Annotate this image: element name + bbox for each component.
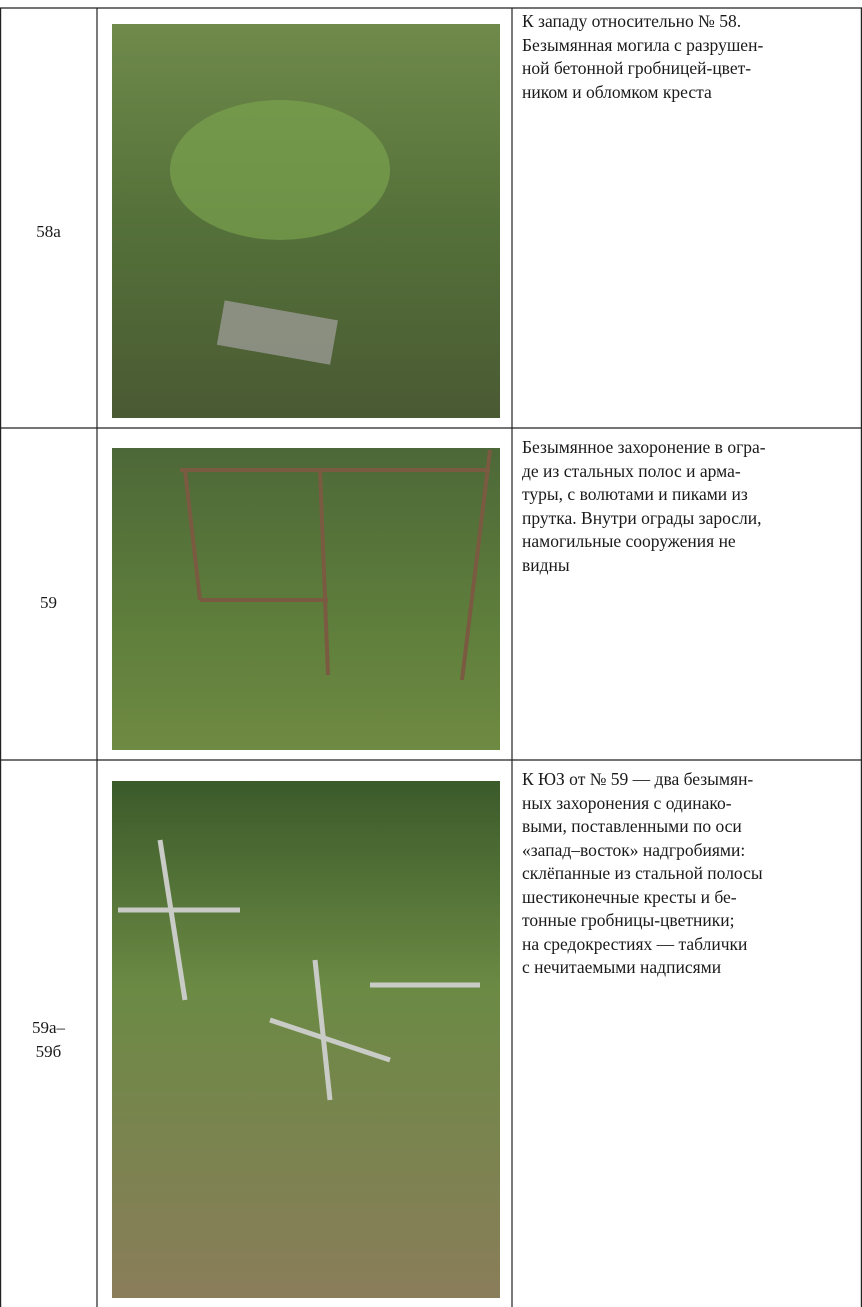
row-description: Безымянное захоронение в огра-де из стал… [522,436,858,577]
row-id-line: 59а– [31,1018,66,1037]
description-line: выми, поставленными по оси [522,816,742,836]
description-line: Безымянное захоронение в огра- [522,437,766,457]
description-line: К западу относительно № 58. [522,11,742,31]
photo [112,781,500,1298]
row-id-line: 59 [40,593,57,612]
photo [112,24,500,418]
row-id-line: 58а [36,222,61,241]
row-id: 59а– 59б [0,1016,97,1064]
description-line: де из стальных полос и арма- [522,460,741,481]
description-line: ной бетонной гробницей-цвет- [522,58,752,78]
photo [112,448,500,750]
description-line: ных захоронения с одинако- [522,792,732,813]
row-description: К западу относительно № 58. Безымянная мо… [522,10,858,104]
description-line: прутка. Внутри ограды заросли, [522,507,762,528]
description-line: «запад–восток» надгробиями: [522,839,746,860]
description-line: склёпанные из стальной полосы [522,863,763,883]
description-line: Безымянная могила с разрушен- [522,34,764,55]
description-line: намогильные сооружения не [522,531,736,551]
description-line: ником и обломком креста [522,81,712,102]
description-line: К ЮЗ от № 59 — два безымян- [522,769,754,789]
row-id: 59 [0,591,97,615]
row-id-line: 59б [35,1042,62,1061]
row-id: 58а [0,220,97,244]
description-line: туры, с волютами и пиками из [522,484,748,504]
row-description: К ЮЗ от № 59 — два безымян-ных захоронен… [522,768,858,980]
description-line: на средокрестиях — таблички [522,933,748,954]
description-line: с нечитаемыми надписями [522,957,722,977]
description-line: видны [522,554,570,575]
description-line: шестиконечные кресты и бе- [522,886,737,907]
description-line: тонные гробницы-цветники; [522,910,735,930]
